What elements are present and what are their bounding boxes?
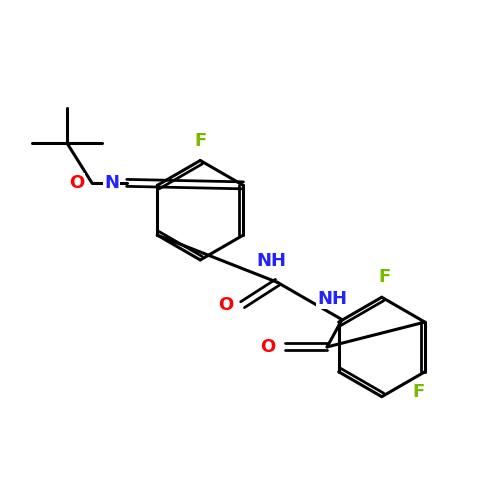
Text: O: O bbox=[260, 338, 276, 356]
Text: N: N bbox=[104, 174, 119, 192]
Text: NH: NH bbox=[256, 252, 286, 270]
Text: F: F bbox=[194, 132, 206, 150]
Text: F: F bbox=[412, 383, 425, 401]
Text: NH: NH bbox=[317, 290, 347, 308]
Text: O: O bbox=[69, 174, 84, 192]
Text: F: F bbox=[378, 268, 390, 286]
Text: O: O bbox=[218, 296, 234, 314]
